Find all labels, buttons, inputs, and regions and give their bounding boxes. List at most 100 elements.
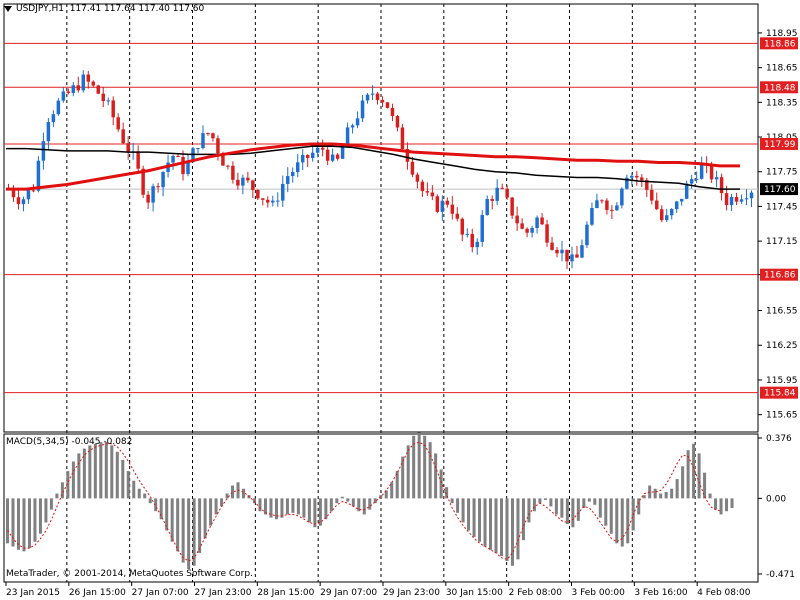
macd-histogram-bar [670, 488, 674, 499]
macd-histogram-bar [494, 498, 498, 553]
candle-body [310, 152, 315, 159]
macd-histogram-bar [225, 493, 229, 499]
copyright-text: MetaTrader, © 2001-2014, MetaQuotes Soft… [6, 569, 253, 579]
candle-body [330, 154, 335, 161]
candle-body [605, 200, 609, 210]
moving-average-slow-line [6, 142, 740, 191]
candle-body [370, 93, 375, 95]
candle-body [515, 215, 519, 224]
candle-body [276, 200, 280, 202]
macd-histogram-bar [49, 498, 53, 510]
candle-body [266, 199, 270, 203]
macd-histogram-bar [434, 453, 438, 499]
macd-histogram-bar [82, 448, 86, 499]
macd-histogram-bar [472, 498, 476, 537]
candle-body [660, 209, 664, 221]
macd-histogram-bar [423, 435, 427, 499]
candle-body [206, 133, 210, 135]
candle-body [744, 198, 749, 200]
candle-body [181, 156, 185, 175]
candle-body [709, 164, 714, 180]
macd-histogram-bar [263, 498, 267, 515]
macd-histogram-bar [357, 498, 361, 512]
candle-body [256, 189, 260, 199]
macd-histogram-bar [598, 498, 602, 518]
candle-body [231, 165, 235, 180]
macd-tick-label: 0.376 [766, 434, 792, 444]
macd-histogram-bar [291, 498, 295, 513]
macd-histogram-bar [615, 498, 619, 544]
macd-histogram-bar [664, 491, 668, 499]
macd-histogram-bar [521, 498, 525, 541]
candle-body [645, 180, 649, 190]
candle-body [689, 179, 694, 184]
candle-body [340, 147, 345, 159]
candle-body [151, 186, 155, 203]
candle-body [176, 155, 180, 157]
candle-body [271, 200, 275, 203]
candle-body [580, 245, 584, 258]
macd-histogram-bar [456, 498, 460, 513]
candle-body [191, 148, 195, 163]
candle-body [555, 249, 559, 254]
candle-body [719, 177, 724, 194]
candle-body [739, 199, 744, 202]
macd-histogram-bar [6, 498, 10, 544]
level-price-badge [760, 37, 798, 50]
candle-body [136, 151, 140, 169]
candle-body [81, 74, 86, 91]
macd-histogram-bar [335, 498, 339, 504]
macd-histogram-bar [187, 498, 191, 570]
macd-histogram-bar [176, 498, 180, 552]
candle-body [500, 187, 504, 189]
candle-body [41, 141, 46, 161]
macd-histogram-bar [203, 498, 207, 539]
price-tick-label: 115.95 [766, 376, 798, 386]
ohlc-values: 117.41 117.64 117.40 117.60 [69, 4, 205, 14]
macd-histogram-bar [170, 498, 174, 542]
macd-histogram-bar [483, 498, 487, 547]
candle-body [126, 143, 130, 152]
macd-histogram-bar [593, 498, 597, 505]
macd-histogram-bar [33, 498, 37, 542]
macd-histogram-bar [538, 498, 542, 504]
time-label: 27 Jan 23:00 [195, 588, 252, 598]
candle-body [11, 189, 16, 198]
macd-histogram-bar [71, 461, 75, 499]
candle-body [281, 183, 285, 201]
macd-tick-label: 0.00 [766, 494, 786, 504]
price-tick-label: 115.65 [766, 411, 798, 421]
macd-histogram-bar [653, 488, 657, 499]
candle-body [355, 118, 360, 126]
macd-histogram-bar [66, 471, 70, 499]
candle-body [445, 200, 450, 205]
price-tick-label: 118.65 [766, 64, 798, 74]
candle-body [495, 187, 499, 201]
candle-body [360, 100, 365, 119]
macd-histogram-bar [181, 498, 185, 563]
candle-body [350, 125, 355, 128]
macd-histogram-bar [329, 498, 333, 512]
candle-body [729, 196, 734, 206]
macd-histogram-bar [274, 498, 278, 520]
macd-histogram-bar [714, 498, 718, 510]
candle-body [610, 209, 614, 211]
candle-body [315, 147, 320, 153]
macd-histogram-bar [11, 498, 15, 547]
macd-histogram-bar [115, 451, 119, 499]
candle-body [669, 209, 674, 216]
candle-body [465, 233, 470, 235]
macd-histogram-bar [38, 498, 42, 534]
macd-histogram-bar [285, 498, 289, 515]
candle-body [550, 242, 554, 250]
candle-body [425, 191, 430, 193]
candle-body [679, 198, 684, 202]
level-price-label: 118.48 [764, 83, 796, 93]
candle-body [410, 161, 415, 175]
candle-body [16, 197, 21, 205]
candle-body [640, 177, 644, 181]
candle-body [590, 208, 594, 225]
candle-body [221, 153, 225, 166]
dropdown-triangle-icon[interactable] [4, 5, 12, 12]
